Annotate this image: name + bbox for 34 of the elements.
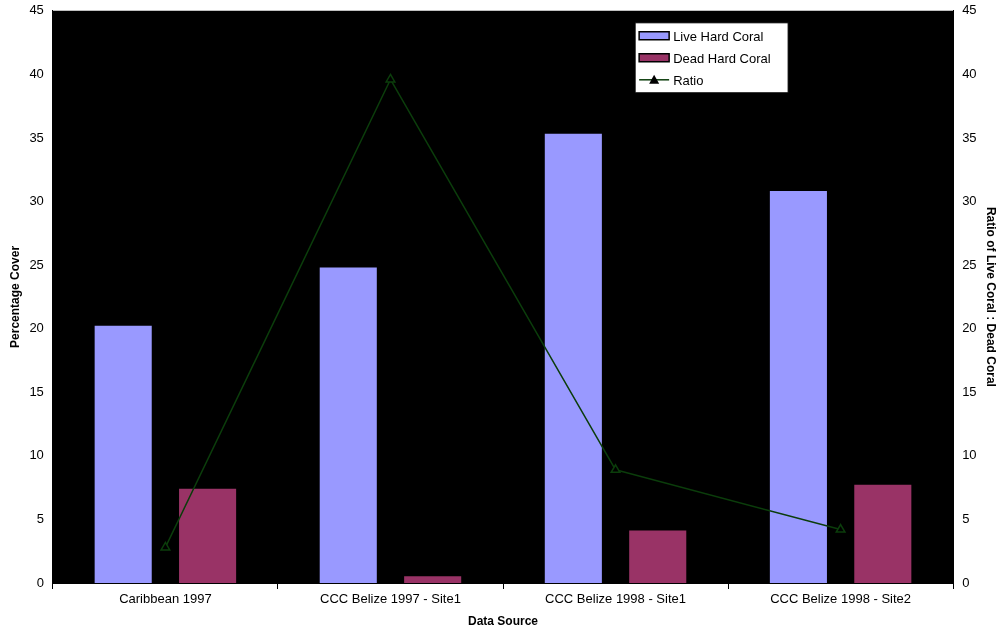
- y-tick-label: 10: [29, 447, 44, 463]
- y-tick-label: 30: [29, 193, 44, 209]
- legend-label: Ratio: [673, 73, 704, 89]
- x-tick-label: CCC Belize 1997 - Site1: [320, 591, 461, 607]
- y-tick-label: 15: [29, 383, 44, 399]
- y-tick-label: 20: [29, 320, 44, 336]
- y2-tick-label: 0: [962, 574, 970, 590]
- point: [835, 523, 846, 533]
- x-tick-label: CCC Belize 1998 - Site1: [545, 591, 686, 607]
- point: [610, 464, 621, 474]
- y2-tick-label: 10: [962, 447, 977, 463]
- y-tick-label: 0: [36, 574, 44, 590]
- y2-tick-label: 40: [962, 65, 977, 81]
- x-tick-label: Caribbean 1997: [119, 591, 212, 607]
- y2-tick-label: 45: [962, 2, 977, 18]
- y-axis-title: Percentage Cover: [7, 245, 22, 348]
- point: [160, 541, 171, 551]
- y-tick-label: 40: [29, 65, 44, 81]
- legend-label: Live Hard Coral: [673, 29, 764, 45]
- y2-tick-label: 20: [962, 320, 977, 336]
- y-tick-label: 45: [29, 2, 44, 18]
- y2-tick-label: 15: [962, 383, 977, 399]
- y-tick-label: 25: [29, 256, 44, 272]
- point: [385, 73, 396, 83]
- legend-label: Dead Hard Coral: [673, 51, 771, 67]
- y2-tick-label: 30: [962, 193, 977, 209]
- x-tick-label: CCC Belize 1998 - Site2: [770, 591, 912, 607]
- y2-axis-title: Ratio of Live Coral : Dead Coral: [984, 206, 999, 387]
- x-axis-title: Data Source: [467, 614, 539, 629]
- y2-tick-label: 35: [962, 129, 977, 145]
- y-tick-label: 5: [36, 511, 44, 526]
- y2-tick-label: 5: [962, 511, 970, 526]
- y-tick-label: 35: [29, 129, 44, 145]
- y2-tick-label: 25: [962, 256, 977, 272]
